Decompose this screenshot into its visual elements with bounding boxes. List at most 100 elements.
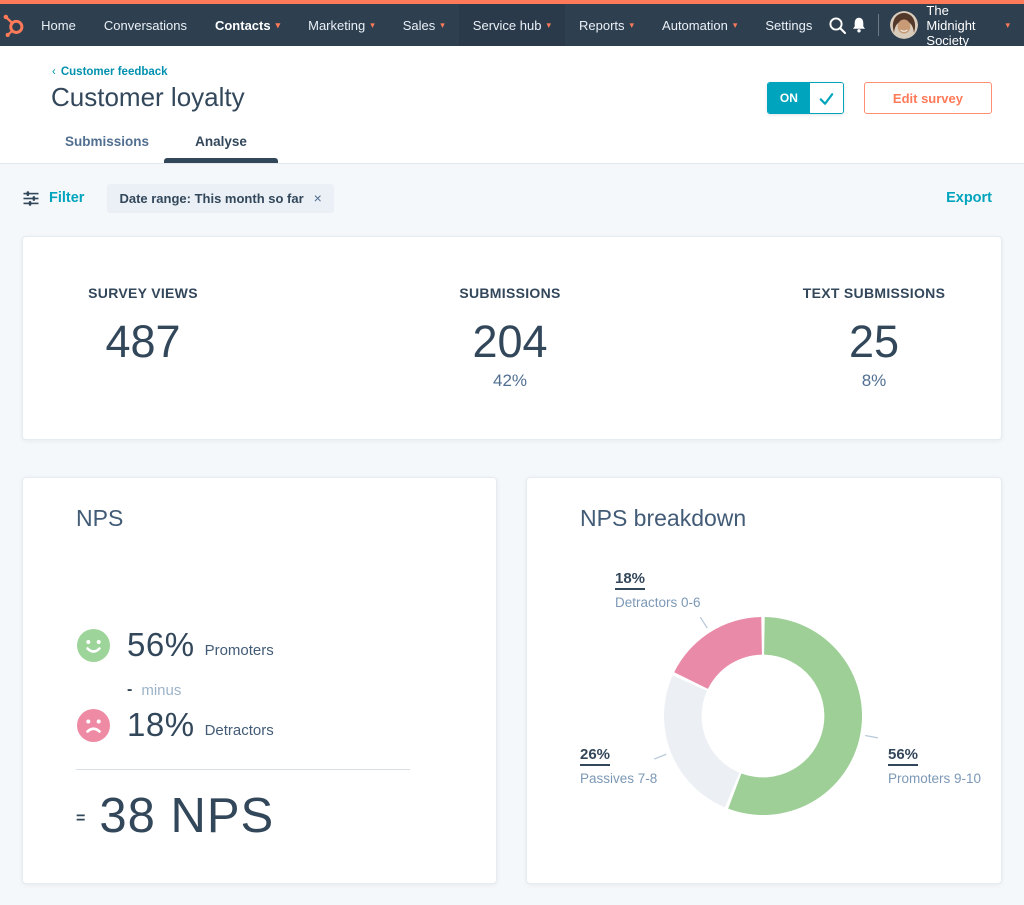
promoters-label: Promoters [204, 641, 274, 659]
promoters-row: 56% Promoters [77, 626, 274, 664]
filter-button[interactable]: Filter [22, 190, 84, 207]
donut-sublabel: Promoters 9-10 [888, 771, 982, 786]
chevron-down-icon: ▾ [370, 19, 375, 30]
donut-sublabel: Passives 7-8 [580, 771, 658, 786]
notifications-button[interactable] [848, 8, 870, 42]
filter-sliders-icon [23, 190, 39, 206]
nav-label: Home [41, 17, 76, 33]
donut-pct: 56% [888, 746, 919, 766]
nav-label: Marketing [308, 17, 366, 33]
stat-submissions: SUBMISSIONS 204 42% [378, 285, 642, 391]
nav-item-contacts[interactable]: Contacts ▾ [201, 4, 294, 46]
nav-label: Sales [402, 17, 436, 33]
stat-text-submissions: TEXT SUBMISSIONS 25 8% [742, 285, 1006, 391]
nav-label: Contacts [214, 17, 271, 33]
donut-pct: 26% [580, 746, 611, 766]
sad-face-icon [77, 708, 110, 742]
summary-stats-card: SURVEY VIEWS 487 SUBMISSIONS 204 42% TEX… [22, 236, 1002, 440]
nav-label: Automation [662, 17, 728, 33]
stat-sub: 42% [492, 370, 528, 390]
nps-card-title: NPS [76, 505, 124, 531]
breadcrumb-label: Customer feedback [60, 66, 168, 78]
tab-analyse[interactable]: Analyse [164, 122, 278, 163]
stat-value: 487 [105, 316, 181, 367]
nav-menu: Home Conversations Contacts ▾ Marketing ▾ … [27, 4, 826, 46]
nav-right-cluster: The Midnight Society ▾ [826, 3, 1024, 48]
equals-sign: = [76, 810, 86, 827]
export-link[interactable]: Export [946, 190, 992, 206]
chevron-down-icon: ▾ [1005, 19, 1011, 30]
close-icon[interactable]: × [313, 190, 322, 206]
nav-label: Reports [578, 17, 625, 33]
nav-label: Conversations [103, 17, 187, 33]
nav-label: Settings [765, 17, 813, 33]
nav-item-conversations[interactable]: Conversations [90, 4, 201, 46]
leader-line-detractors [699, 616, 708, 629]
nav-item-settings[interactable]: Settings [751, 4, 826, 46]
nav-item-marketing[interactable]: Marketing ▾ [294, 4, 389, 46]
toggle-check [809, 83, 843, 113]
stat-value: 25 [848, 316, 900, 367]
page-title: Customer loyalty [51, 82, 245, 112]
nps-result-row: = 38 NPS [76, 788, 274, 844]
header-controls: ON Edit survey [766, 82, 992, 114]
survey-status-toggle[interactable]: ON [766, 82, 844, 114]
cards-row: NPS 56% Promoters - minus [22, 477, 1002, 884]
top-navigation: Home Conversations Contacts ▾ Marketing ▾ … [0, 0, 1024, 48]
chevron-down-icon: ▾ [732, 19, 738, 30]
donut-label-detractors: 18% Detractors 0-6 [615, 570, 701, 610]
tabs: Submissions Analyse [50, 122, 278, 163]
breadcrumb[interactable]: ‹ Customer feedback [52, 66, 168, 78]
minus-sign: - [127, 681, 133, 698]
sprocket-icon [3, 14, 23, 37]
search-button[interactable] [826, 8, 848, 42]
nav-item-service-hub[interactable]: Service hub ▾ [458, 4, 565, 46]
divider [76, 769, 410, 770]
edit-survey-button[interactable]: Edit survey [863, 82, 992, 114]
donut-segment-promoters[interactable] [728, 617, 863, 816]
happy-face-icon [77, 628, 110, 662]
avatar-photo [890, 11, 919, 39]
stat-label: SURVEY VIEWS [88, 285, 198, 301]
filter-bar: Filter Date range: This month so far × E… [22, 183, 1002, 213]
avatar[interactable] [890, 11, 919, 39]
date-range-chip[interactable]: Date range: This month so far × [107, 183, 334, 213]
chevron-left-icon: ‹ [52, 66, 56, 78]
stat-value: 204 [472, 316, 548, 367]
leader-line-passives [653, 753, 667, 760]
chip-label: Date range: This month so far [119, 190, 304, 206]
promoters-pct: 56% [127, 626, 195, 663]
page-header: ‹ Customer feedback Customer loyalty ON E… [0, 46, 1024, 164]
nav-item-sales[interactable]: Sales ▾ [389, 4, 459, 46]
donut-label-promoters: 56% Promoters 9-10 [888, 746, 981, 786]
detractors-row: 18% Detractors [77, 706, 274, 744]
minus-row: - minus [127, 681, 181, 699]
toggle-on-label: ON [767, 83, 810, 113]
donut-segment-passives[interactable] [663, 675, 740, 808]
chevron-down-icon: ▾ [546, 19, 551, 30]
account-menu[interactable]: The Midnight Society ▾ [926, 3, 1010, 48]
detractors-pct: 18% [127, 706, 195, 743]
nav-item-home[interactable]: Home [27, 4, 90, 46]
stat-label: TEXT SUBMISSIONS [802, 285, 946, 301]
hubspot-logo[interactable] [0, 4, 27, 46]
nav-item-automation[interactable]: Automation ▾ [648, 4, 751, 46]
donut-segment-detractors[interactable] [674, 617, 762, 689]
nps-donut-chart [653, 616, 879, 816]
leader-line-promoters [865, 734, 879, 739]
stat-sub: 8% [861, 370, 887, 390]
checkmark-icon [819, 92, 834, 105]
nav-label: Service hub [472, 17, 542, 33]
minus-label: minus [141, 681, 182, 699]
nps-result: 38 NPS [99, 789, 275, 843]
account-name: The Midnight Society [926, 2, 976, 48]
detractors-label: Detractors [204, 721, 274, 739]
breakdown-card-title: NPS breakdown [580, 505, 747, 531]
nps-card: NPS 56% Promoters - minus [22, 477, 497, 884]
donut-label-passives: 26% Passives 7-8 [580, 746, 657, 786]
main-content: Filter Date range: This month so far × E… [0, 183, 1024, 884]
nav-item-reports[interactable]: Reports ▾ [565, 4, 648, 46]
chevron-down-icon: ▾ [629, 19, 635, 30]
stat-survey-views: SURVEY VIEWS 487 [23, 285, 263, 391]
tab-submissions[interactable]: Submissions [50, 122, 164, 163]
